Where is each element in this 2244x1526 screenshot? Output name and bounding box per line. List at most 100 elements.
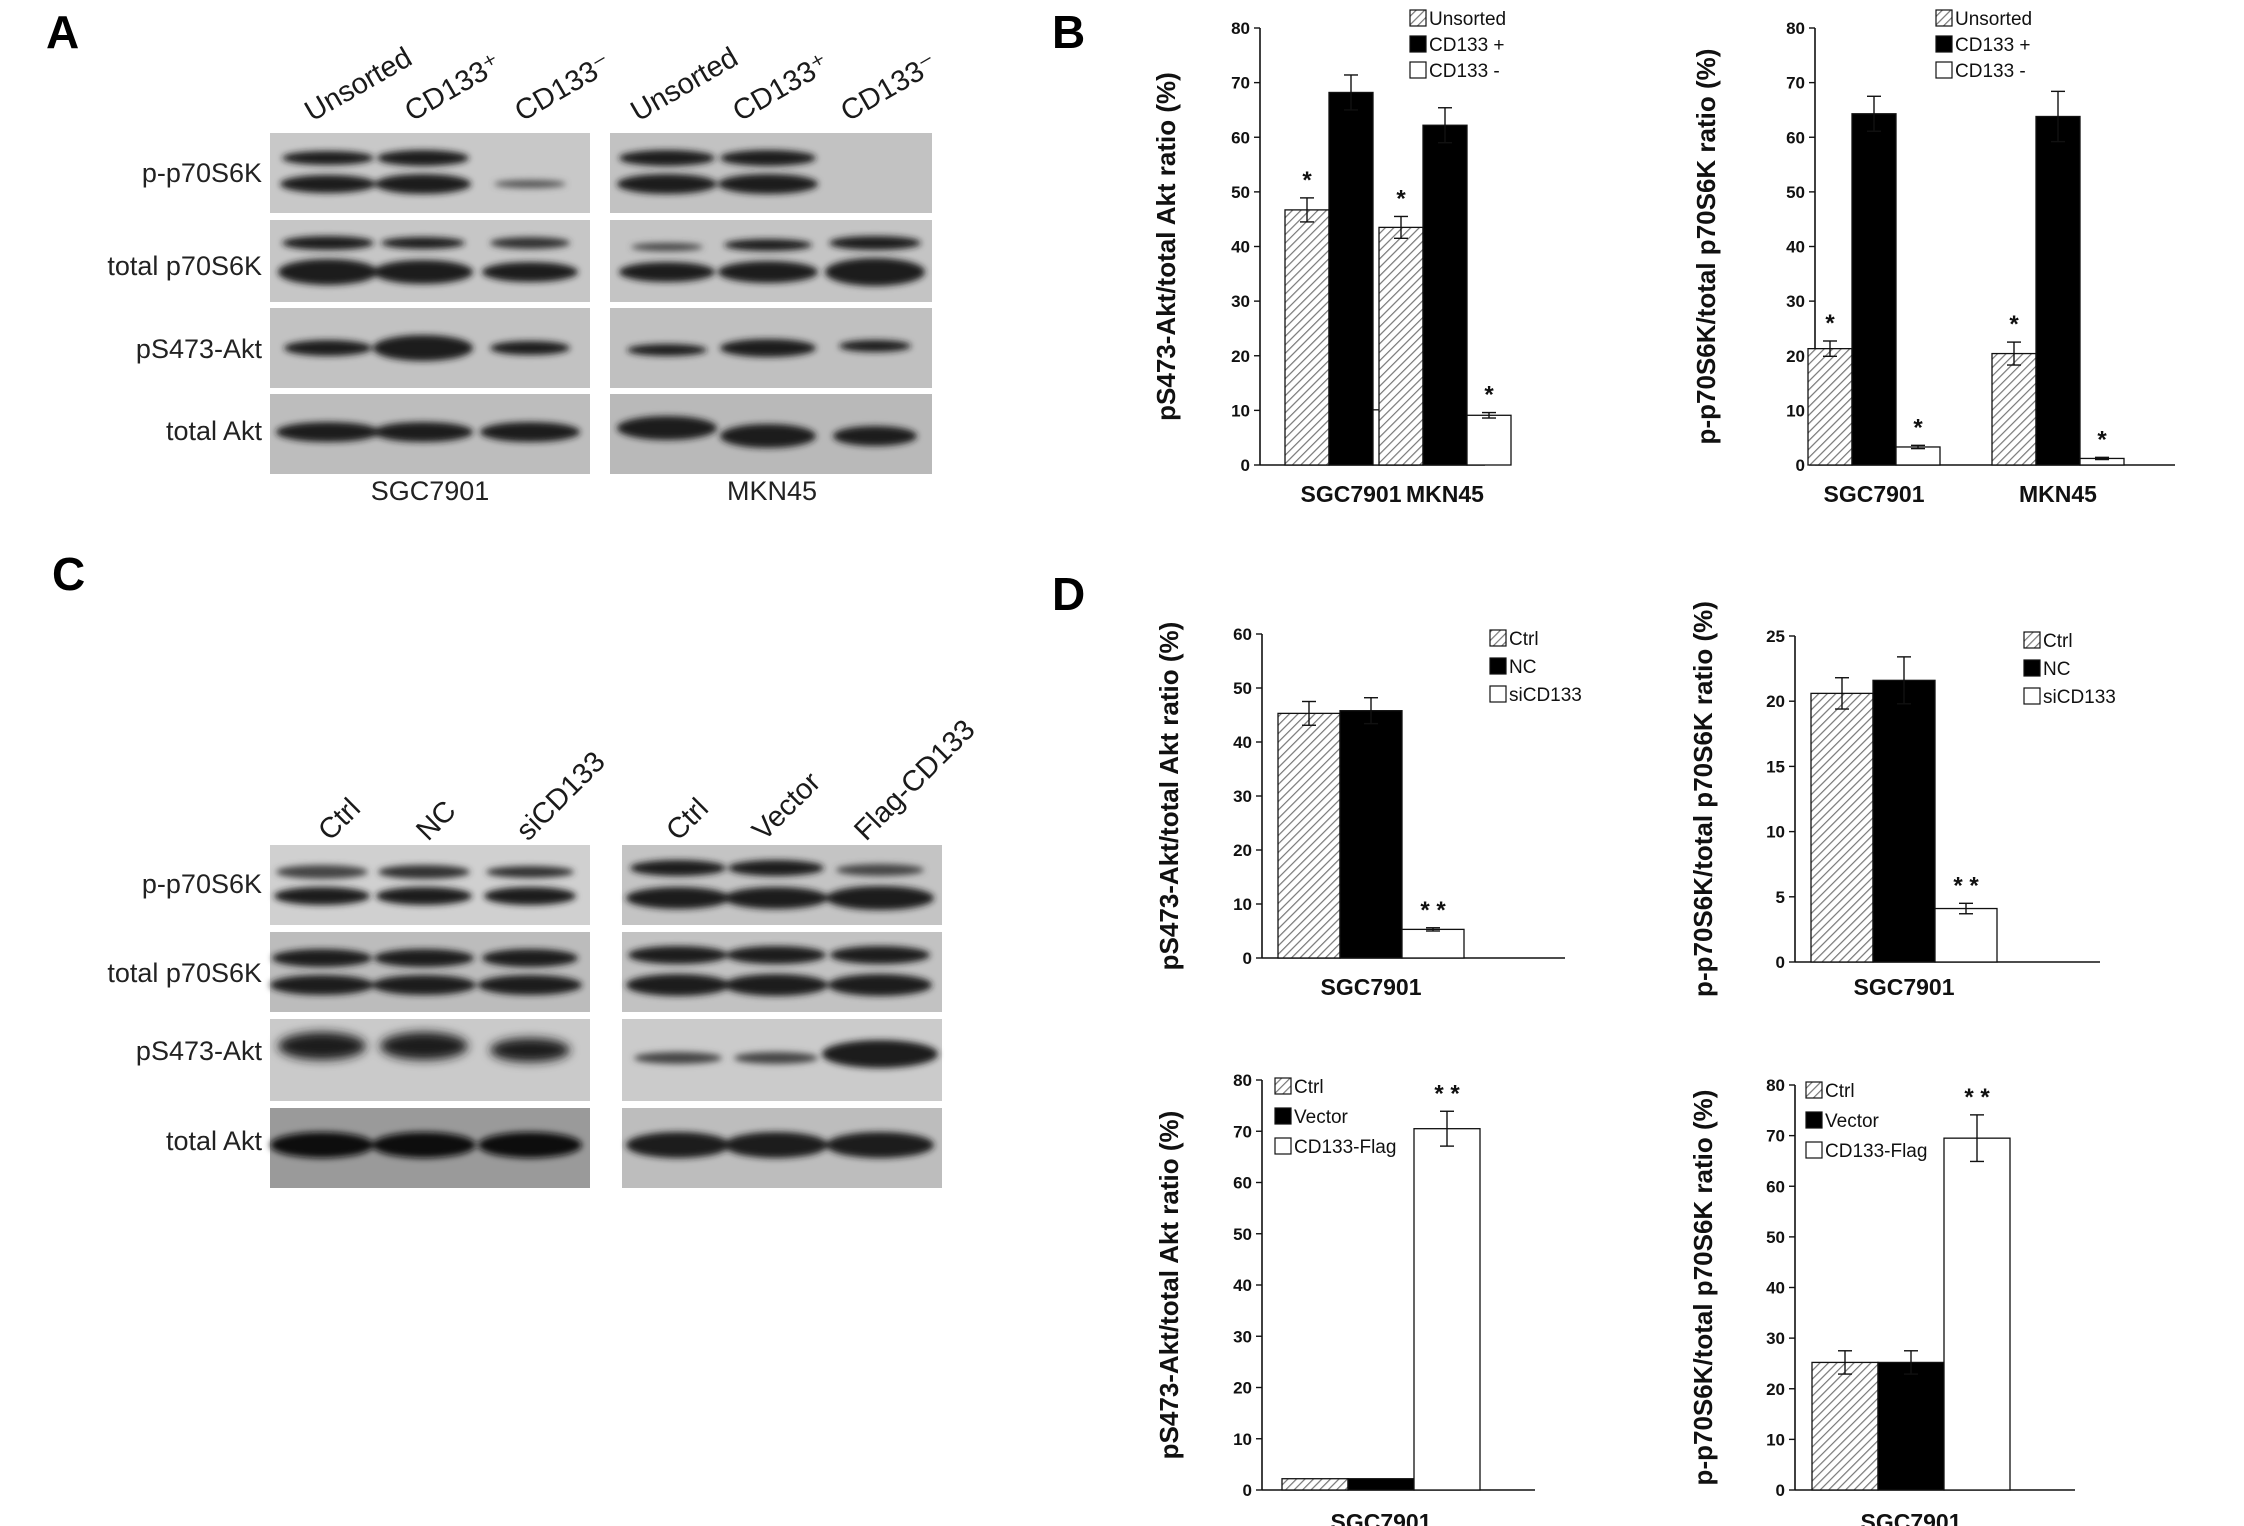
- x-category-label: SGC7901: [1860, 1509, 1961, 1526]
- legend-swatch: [1805, 1141, 1823, 1159]
- bar: [1347, 1478, 1415, 1491]
- legend-label: CD133 -: [1429, 61, 1500, 82]
- chart-d-top-right: 0 5 10 15 20 25 p-p70S6K/total p70S6K ratio (%…: [1688, 601, 2116, 1000]
- blot-row-label: pS473-Akt: [136, 334, 263, 364]
- significance-mark: * *: [1420, 897, 1446, 924]
- bar: [1328, 91, 1374, 466]
- legend-label: NC: [1509, 657, 1536, 678]
- bar: [1851, 113, 1897, 466]
- chart-d-top-left: 0 10 20 30 40 50 60 pS473-Akt/total Akt ratio (…: [1154, 622, 1582, 1000]
- legend-label: Vector: [1294, 1107, 1349, 1128]
- y-tick-label: 20: [1766, 692, 1785, 711]
- blot-row-label: p-p70S6K: [142, 158, 262, 188]
- y-axis-label: pS473-Akt/total Akt ratio (%): [1154, 1111, 1184, 1460]
- legend-label: CD133 -: [1955, 61, 2026, 82]
- legend-label: Unsorted: [1955, 9, 2032, 30]
- y-axis-label: p-p70S6K/total p70S6K ratio (%): [1688, 1090, 1718, 1486]
- blot-row-label: pS473-Akt: [136, 1036, 263, 1066]
- y-tick-label: 80: [1786, 19, 1805, 38]
- y-tick-label: 80: [1233, 1071, 1252, 1090]
- legend-label: Ctrl: [1825, 1081, 1855, 1102]
- y-tick-label: 60: [1766, 1177, 1785, 1196]
- significance-mark: *: [1484, 382, 1494, 409]
- legend-label: Unsorted: [1429, 9, 1506, 30]
- x-category-label: SGC7901: [1320, 974, 1421, 1000]
- lane-label: CD133⁻: [836, 48, 943, 129]
- y-tick-label: 70: [1233, 1122, 1252, 1141]
- legend-label: Ctrl: [2043, 631, 2073, 652]
- y-tick-label: 50: [1233, 1225, 1252, 1244]
- significance-mark: *: [2097, 426, 2107, 453]
- y-tick-label: 60: [1231, 128, 1250, 147]
- y-tick-label: 40: [1231, 238, 1250, 257]
- bar: [1281, 1478, 1349, 1491]
- y-tick-label: 0: [1776, 1481, 1785, 1500]
- legend-label: CD133 +: [1429, 35, 1505, 56]
- y-tick-label: 40: [1766, 1279, 1785, 1298]
- lane-label: CD133⁺: [728, 48, 835, 129]
- bar: [1872, 679, 1936, 963]
- blot-panel-a: Unsorted CD133⁺ CD133⁻ Unsorted CD133⁺ C…: [107, 42, 943, 506]
- y-tick-label: 60: [1786, 128, 1805, 147]
- legend-label: Vector: [1825, 1111, 1880, 1132]
- y-axis-label: p-p70S6K/total p70S6K ratio (%): [1691, 49, 1721, 445]
- bar: [1810, 692, 1874, 963]
- y-tick-label: 50: [1231, 183, 1250, 202]
- y-tick-label: 70: [1231, 74, 1250, 93]
- significance-mark: *: [1396, 185, 1406, 212]
- y-tick-label: 30: [1231, 292, 1250, 311]
- legend-swatch: [1409, 61, 1427, 79]
- legend-label: siCD133: [1509, 685, 1582, 706]
- legend-label: CD133-Flag: [1294, 1137, 1396, 1158]
- legend-swatch: [1489, 629, 1507, 647]
- legend-label: CD133-Flag: [1825, 1141, 1927, 1162]
- cell-line-label: MKN45: [727, 476, 817, 506]
- significance-mark: *: [1302, 167, 1312, 194]
- legend-label: siCD133: [2043, 687, 2116, 708]
- bar: [2035, 115, 2081, 466]
- legend-swatch: [1805, 1081, 1823, 1099]
- significance-mark: *: [2009, 311, 2019, 338]
- y-tick-label: 0: [1241, 456, 1250, 475]
- bar: [1807, 347, 1853, 466]
- lane-label: CD133⁻: [510, 48, 617, 129]
- y-tick-label: 60: [1233, 1174, 1252, 1193]
- bar: [1991, 352, 2037, 466]
- blot-row-label: total p70S6K: [107, 958, 262, 988]
- y-tick-label: 60: [1233, 625, 1252, 644]
- legend-swatch: [2023, 659, 2041, 677]
- y-tick-label: 20: [1233, 1379, 1252, 1398]
- bar: [1877, 1361, 1945, 1491]
- y-tick-label: 30: [1233, 1327, 1252, 1346]
- lane-label: NC: [410, 795, 462, 847]
- y-tick-label: 0: [1243, 949, 1252, 968]
- y-tick-label: 20: [1231, 347, 1250, 366]
- x-category-label: SGC7901: [1823, 481, 1924, 507]
- y-tick-label: 20: [1233, 841, 1252, 860]
- blot-panel-c: Ctrl NC siCD133 Ctrl Vector Flag-CD133 p…: [107, 714, 982, 1188]
- y-tick-label: 10: [1233, 1430, 1252, 1449]
- legend-swatch: [1935, 35, 1953, 53]
- bar: [1401, 928, 1465, 959]
- legend-label: Ctrl: [1509, 629, 1539, 650]
- significance-mark: *: [1825, 310, 1835, 337]
- legend-swatch: [1409, 9, 1427, 27]
- x-category-label: MKN45: [1406, 481, 1484, 507]
- lane-label: Ctrl: [312, 792, 367, 847]
- y-tick-label: 15: [1766, 757, 1785, 776]
- y-tick-label: 50: [1766, 1228, 1785, 1247]
- bar: [1811, 1361, 1879, 1491]
- y-tick-label: 20: [1766, 1380, 1785, 1399]
- legend-swatch: [1409, 35, 1427, 53]
- blot-strip: [270, 845, 590, 925]
- y-tick-label: 0: [1243, 1481, 1252, 1500]
- legend-swatch: [1935, 61, 1953, 79]
- y-tick-label: 40: [1233, 733, 1252, 752]
- panel-label-a: A: [46, 6, 79, 58]
- legend-swatch: [1274, 1107, 1292, 1125]
- legend-label: CD133 +: [1955, 35, 2031, 56]
- blot-strip: [622, 845, 942, 925]
- blot-strip: [270, 133, 590, 213]
- panel-label-c: C: [52, 548, 85, 600]
